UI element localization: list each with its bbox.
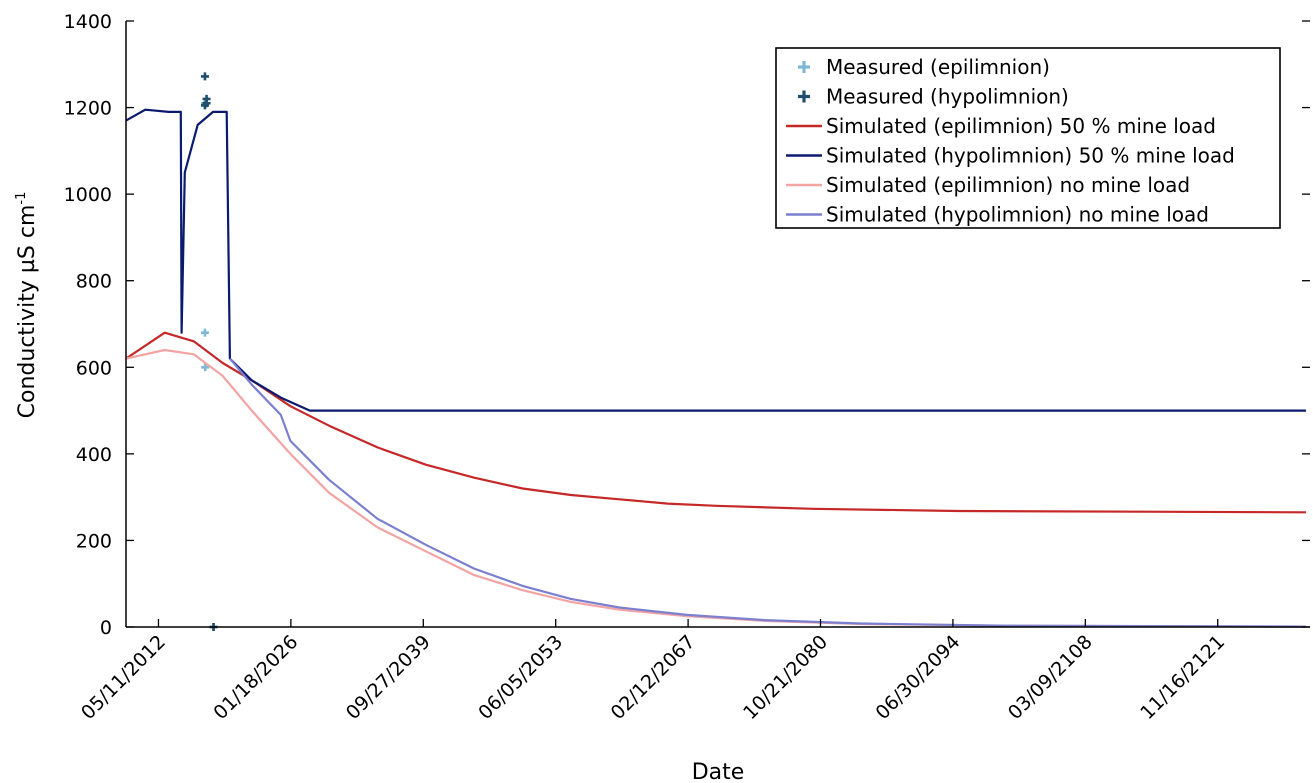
- series-marker-2-4: [202, 99, 211, 108]
- x-tick-label: 10/21/2080: [739, 631, 832, 724]
- x-axis-title: Date: [692, 760, 745, 783]
- x-tick-label: 11/16/2121: [1136, 631, 1229, 724]
- x-tick-label: 06/30/2094: [871, 631, 964, 724]
- series-marker-2-1: [200, 72, 209, 81]
- legend-box: [775, 47, 1281, 229]
- x-tick-label: 09/27/2039: [342, 631, 435, 724]
- legend-swatch-2: [798, 90, 810, 103]
- y-tick-label: 800: [76, 271, 112, 293]
- legend-swatch-1: [798, 61, 810, 73]
- legend-label-4: Simulated (hypolimnion) 50 % mine load: [826, 144, 1235, 168]
- y-axis-title-text: Conductivity µS cm: [15, 205, 40, 419]
- y-tick-label: 400: [76, 444, 112, 466]
- x-tick-label: 02/12/2067: [607, 631, 700, 724]
- y-tick-label: 1000: [64, 184, 112, 206]
- x-tick-label: 05/11/2012: [77, 631, 170, 724]
- y-tick-label: 200: [76, 530, 112, 552]
- x-tick-label: 03/09/2108: [1004, 631, 1097, 724]
- legend-label-2: Measured (hypolimnion): [826, 85, 1069, 109]
- plot-area: [125, 72, 1307, 631]
- series-marker-1-3: [201, 363, 210, 372]
- y-tick-label: 600: [76, 357, 112, 379]
- x-tick-label: 01/18/2026: [209, 631, 302, 724]
- y-tick-label: 1400: [64, 11, 112, 33]
- x-tick-label: 06/05/2053: [474, 631, 567, 724]
- series-line-3: [125, 331, 1307, 514]
- y-axis-title-superscript: -1: [14, 192, 29, 205]
- y-tick-label: 1200: [64, 98, 112, 120]
- legend-label-3: Simulated (epilimnion) 50 % mine load: [826, 114, 1216, 138]
- legend-label-1: Measured (epilimnion): [826, 55, 1050, 79]
- series-line-4: [125, 108, 1306, 412]
- series-line-6: [229, 357, 1307, 628]
- y-axis-title: Conductivity µS cm-1: [14, 192, 40, 419]
- legend-label-6: Simulated (hypolimnion) no mine load: [826, 203, 1209, 227]
- legend: Measured (epilimnion) Measured (hypolimni…: [775, 47, 1281, 229]
- y-tick-label: 0: [100, 617, 112, 639]
- series-line-5: [125, 348, 1307, 628]
- series-marker-1-2: [200, 328, 209, 337]
- legend-label-5: Simulated (epilimnion) no mine load: [826, 173, 1190, 197]
